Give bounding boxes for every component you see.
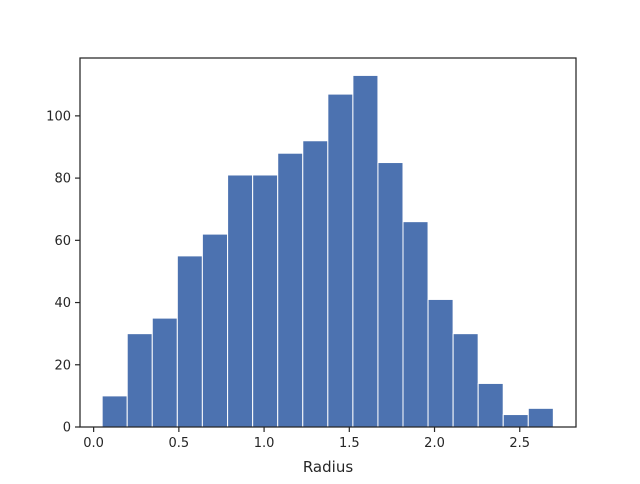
x-axis-label: Radius: [303, 458, 353, 476]
histogram-bar: [126, 333, 153, 428]
x-tick-label: 1.0: [254, 436, 275, 451]
x-tick-label: 1.5: [339, 436, 360, 451]
histogram-bar: [402, 221, 429, 428]
histogram-bar: [101, 395, 128, 428]
histogram-bar: [176, 255, 203, 428]
histogram-bar: [227, 174, 254, 428]
histogram-bar: [302, 140, 329, 428]
histogram-bar: [151, 317, 178, 428]
bars-layer: [101, 74, 554, 428]
histogram-bar: [527, 407, 554, 428]
histogram-bar: [201, 233, 229, 428]
x-tick-label: 0.5: [169, 436, 190, 451]
x-tick-label: 2.5: [509, 436, 530, 451]
histogram-bar: [277, 152, 304, 428]
y-tick-label: 100: [46, 109, 71, 124]
y-tick-label: 0: [63, 421, 71, 436]
histogram-bar: [502, 414, 529, 428]
y-tick-label: 80: [54, 172, 71, 187]
histogram-bar: [452, 333, 479, 428]
axes-frame: [79, 57, 577, 428]
y-tick-label: 60: [54, 234, 71, 249]
histogram-bar: [427, 298, 454, 428]
x-tick-label: 0.0: [83, 436, 104, 451]
y-ticks-layer: 0 20 40 60 80 100: [46, 109, 80, 436]
histogram-bar: [252, 174, 279, 428]
histogram-bar: [477, 382, 504, 428]
histogram-bar: [377, 162, 404, 428]
histogram-bar: [352, 74, 379, 428]
x-ticks-layer: 0.0 0.5 1.0 1.5 2.0 2.5: [83, 427, 530, 451]
y-tick-label: 20: [54, 358, 71, 373]
x-tick-label: 2.0: [424, 436, 445, 451]
histogram-bar: [327, 93, 354, 428]
y-tick-label: 40: [54, 296, 71, 311]
